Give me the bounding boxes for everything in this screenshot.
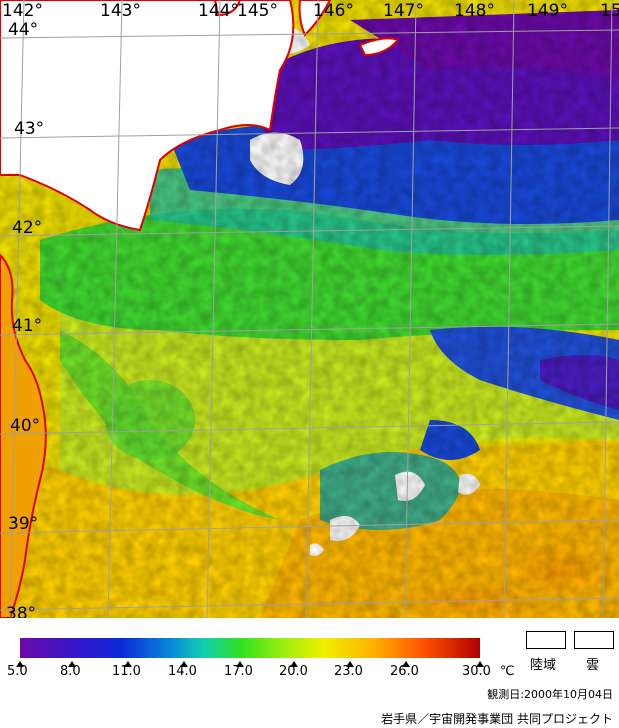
cloud-swatch — [574, 631, 614, 649]
land-swatch — [526, 631, 566, 649]
honshu-land — [0, 253, 47, 618]
lon-label-145: 145° — [237, 1, 278, 21]
hokkaido-land — [0, 0, 295, 232]
tick-mark — [290, 661, 298, 667]
tick-label: 8.0 — [60, 664, 81, 679]
lon-label-148: 148° — [454, 1, 495, 21]
tick-label: 26.0 — [390, 664, 419, 679]
tick-mark — [68, 661, 76, 667]
tick-label: 17.0 — [224, 664, 253, 679]
tick-mark — [236, 661, 244, 667]
tick-label: 11.0 — [112, 664, 141, 679]
tick-mark — [180, 661, 188, 667]
tick-label: 23.0 — [334, 664, 363, 679]
graticule — [0, 0, 619, 618]
sst-map: 142° 143° 144° 145° 146° 147° 148° 149° … — [0, 0, 619, 618]
tick-label: 20.0 — [279, 664, 308, 679]
credit-text: 岩手県／宇宙開発事業団 共同プロジェクト — [381, 712, 613, 726]
lon-label-143: 143° — [100, 1, 141, 21]
lon-label-147: 147° — [383, 1, 424, 21]
tick-label: 30.0 — [462, 664, 491, 679]
lon-label-142: 142° — [2, 1, 43, 21]
tick-mark — [402, 661, 410, 667]
lat-label-44: 44° — [8, 20, 39, 40]
tick-label: 14.0 — [168, 664, 197, 679]
lon-label-146: 146° — [313, 1, 354, 21]
tick-mark — [346, 661, 354, 667]
lat-label-38: 38° — [6, 604, 37, 619]
tick-mark — [16, 661, 24, 667]
color-scale-bar — [20, 638, 480, 658]
lon-label-144: 144° — [198, 1, 239, 21]
lon-label-150: 15 — [600, 1, 619, 21]
legend: 5.0 8.0 11.0 14.0 17.0 20.0 23.0 26.0 30… — [0, 618, 619, 728]
land-label: 陸域 — [530, 658, 557, 673]
observation-date: 観測日:2000年10月04日 — [487, 688, 613, 701]
lat-label-41: 41° — [12, 316, 43, 336]
lat-label-39: 39° — [8, 514, 39, 534]
lon-label-149: 149° — [527, 1, 568, 21]
lat-label-42: 42° — [12, 218, 43, 238]
cloud-label: 雲 — [586, 658, 600, 673]
unit-label: ℃ — [500, 664, 515, 679]
tick-label: 5.0 — [7, 664, 28, 679]
lat-label-40: 40° — [10, 416, 41, 436]
sst-map-image — [0, 0, 619, 618]
lat-label-43: 43° — [14, 119, 45, 139]
tick-mark — [476, 661, 484, 667]
tick-mark — [124, 661, 132, 667]
